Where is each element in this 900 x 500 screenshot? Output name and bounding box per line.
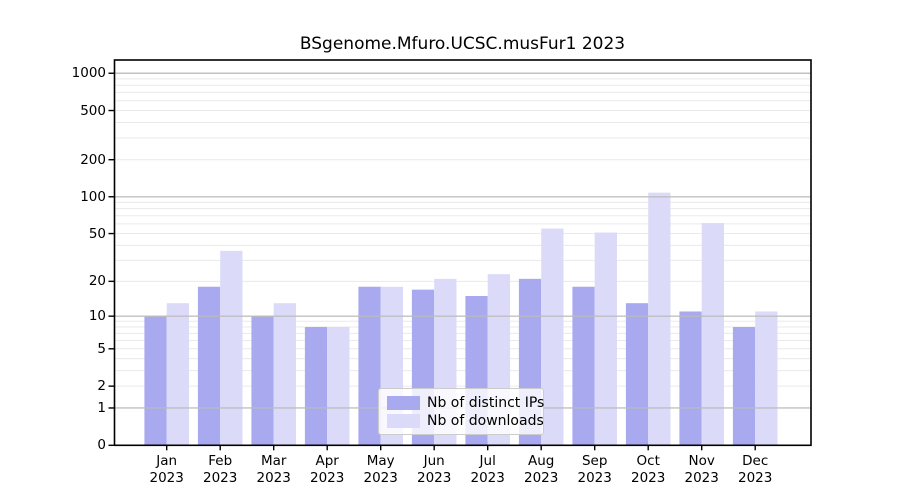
y-tick-label-1000: 1000: [71, 65, 106, 82]
plot-border: [113, 59, 812, 447]
x-tick-label-apr: Apr 2023: [295, 453, 359, 487]
legend-item-distinct-ips: Nb of distinct IPs: [387, 394, 544, 411]
y-tick-label-0: 0: [97, 437, 106, 454]
bar-sep-downloads: [594, 232, 617, 446]
x-tick-label-jan: Jan 2023: [135, 453, 199, 487]
y-tick-label-500: 500: [80, 102, 106, 119]
bar-dec-distinct-ips: [732, 326, 756, 446]
x-tick-label-feb: Feb 2023: [188, 453, 252, 487]
month-year: 2023: [310, 470, 345, 486]
month-year: 2023: [203, 470, 238, 486]
month-year: 2023: [577, 470, 612, 486]
x-tick-label-mar: Mar 2023: [242, 453, 306, 487]
y-tick-label-20: 20: [88, 273, 106, 290]
bar-feb-downloads: [220, 250, 243, 446]
bar-aug-downloads: [541, 228, 564, 446]
month-name: Jul: [479, 453, 496, 469]
bar-jan-downloads: [166, 303, 189, 446]
legend-label-distinct-ips: Nb of distinct IPs: [427, 394, 545, 411]
bar-feb-distinct-ips: [197, 286, 221, 446]
y-tick-label-200: 200: [80, 151, 106, 168]
y-tick-label-1: 1: [97, 399, 106, 416]
y-tick-label-100: 100: [80, 188, 106, 205]
month-year: 2023: [631, 470, 666, 486]
y-tick-label-5: 5: [97, 340, 106, 357]
month-name: Jan: [156, 453, 178, 469]
x-tick-label-dec: Dec 2023: [723, 453, 787, 487]
x-tick-label-sep: Sep 2023: [563, 453, 627, 487]
bar-oct-distinct-ips: [625, 303, 649, 446]
month-year: 2023: [470, 470, 505, 486]
x-tick-label-aug: Aug 2023: [509, 453, 573, 487]
month-name: Dec: [742, 453, 769, 469]
bar-oct-downloads: [648, 192, 671, 446]
chart-title: BSgenome.Mfuro.UCSC.musFur1 2023: [299, 34, 626, 54]
bar-nov-downloads: [701, 223, 724, 446]
month-year: 2023: [684, 470, 719, 486]
month-year: 2023: [363, 470, 398, 486]
legend: Nb of distinct IPs Nb of downloads: [378, 388, 544, 435]
month-year: 2023: [256, 470, 291, 486]
bar-sep-distinct-ips: [572, 286, 595, 446]
y-tick-label-50: 50: [88, 225, 106, 242]
x-tick-label-nov: Nov 2023: [670, 453, 734, 487]
y-tick-label-10: 10: [88, 308, 106, 325]
y-tick-label-2: 2: [97, 378, 106, 395]
legend-item-downloads: Nb of downloads: [387, 412, 544, 429]
x-tick-label-oct: Oct 2023: [616, 453, 680, 487]
bar-dec-downloads: [755, 311, 778, 446]
month-name: Apr: [315, 453, 339, 469]
month-name: Mar: [260, 453, 287, 469]
bar-jan-distinct-ips: [144, 316, 167, 446]
legend-label-downloads: Nb of downloads: [427, 412, 544, 429]
x-tick-label-may: May 2023: [349, 453, 413, 487]
bar-nov-distinct-ips: [679, 311, 702, 446]
month-year: 2023: [417, 470, 452, 486]
month-year: 2023: [149, 470, 184, 486]
bar-mar-downloads: [273, 303, 296, 446]
x-tick-label-jul: Jul 2023: [456, 453, 520, 487]
month-name: Jun: [423, 453, 445, 469]
legend-swatch-distinct-ips: [387, 395, 420, 410]
month-name: Aug: [528, 453, 555, 469]
month-name: Nov: [688, 453, 715, 469]
bar-may-distinct-ips: [358, 286, 381, 446]
month-name: Feb: [208, 453, 233, 469]
x-tick-label-jun: Jun 2023: [402, 453, 466, 487]
bar-apr-distinct-ips: [304, 326, 328, 446]
month-year: 2023: [738, 470, 773, 486]
month-name: May: [366, 453, 395, 469]
month-year: 2023: [524, 470, 559, 486]
month-name: Sep: [581, 453, 608, 469]
month-name: Oct: [636, 453, 660, 469]
legend-swatch-downloads: [387, 413, 420, 428]
bar-apr-downloads: [327, 326, 350, 446]
bar-mar-distinct-ips: [251, 316, 274, 446]
